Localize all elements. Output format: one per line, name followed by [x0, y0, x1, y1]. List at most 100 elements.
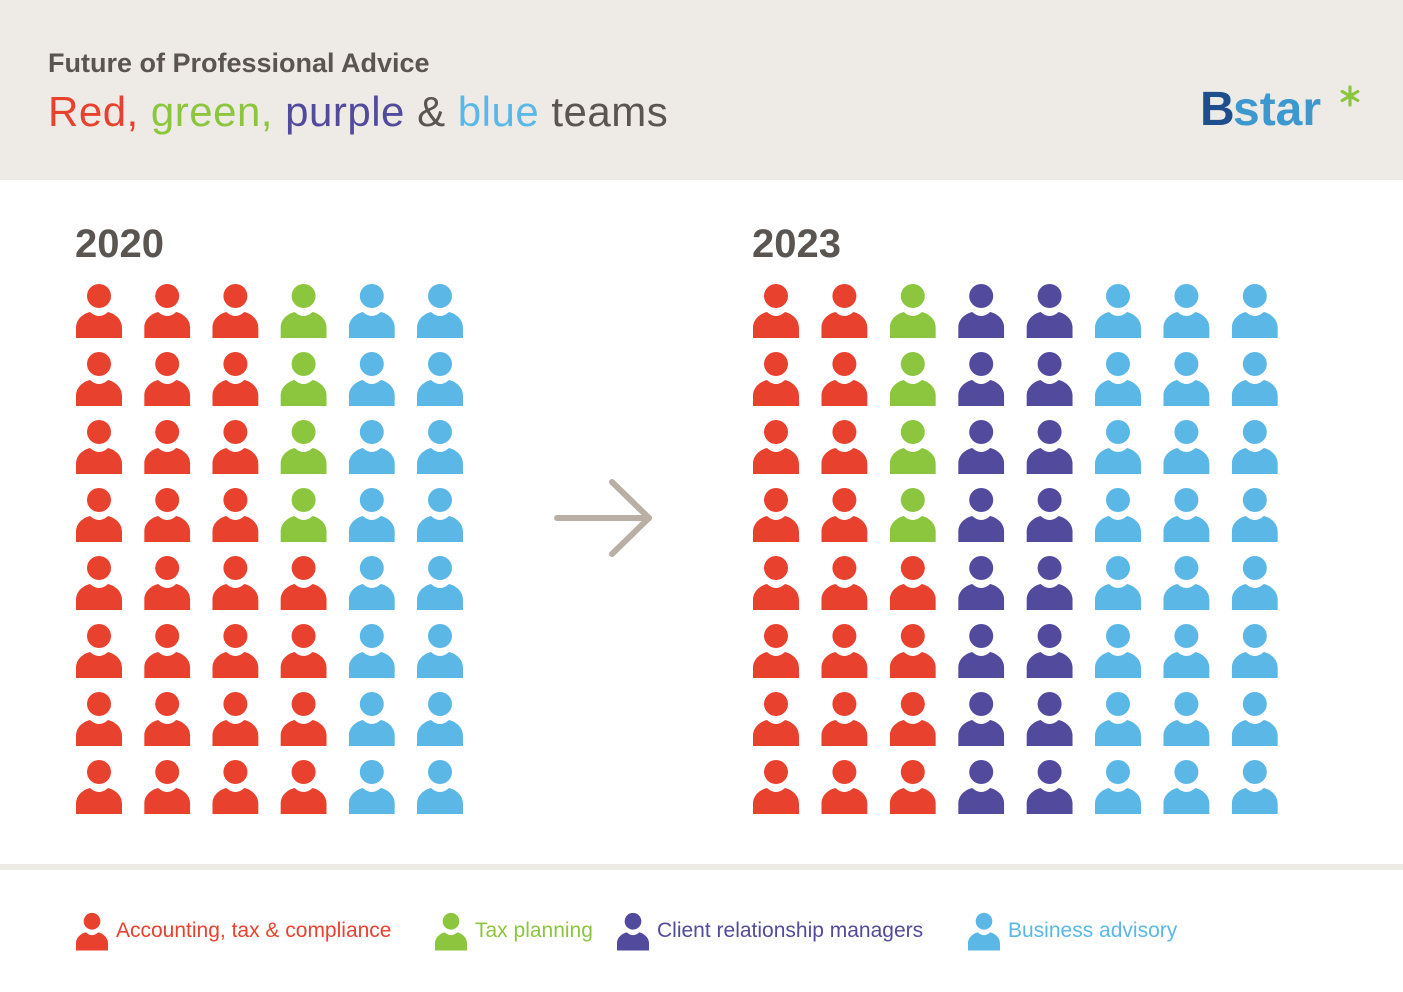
person-icon: [1095, 692, 1141, 746]
person-icon: [417, 352, 463, 406]
person-icon: [958, 760, 1005, 814]
person-icon: [348, 284, 395, 338]
person-icon: [1231, 488, 1278, 542]
person-icon: [889, 760, 936, 814]
person-icon: [821, 420, 868, 474]
person-icon: [417, 556, 463, 610]
person-icon: [889, 692, 936, 746]
person-icon: [1231, 352, 1278, 406]
person-icon: [753, 488, 799, 542]
legend-label-business-advisory: Business advisory: [1008, 919, 1178, 942]
person-icon: [1231, 556, 1278, 610]
legend-label-client-managers: Client relationship managers: [657, 919, 924, 942]
person-icon: [212, 760, 259, 814]
person-icon: [280, 692, 327, 746]
person-icon: [958, 352, 1005, 406]
person-icon: [889, 556, 936, 610]
person-icon: [1026, 488, 1073, 542]
person-icon: [1026, 420, 1073, 474]
grid-2020: [76, 284, 463, 814]
person-icon: [958, 420, 1005, 474]
person-icon: [1095, 488, 1141, 542]
title-amp: &: [417, 88, 446, 135]
person-icon: [958, 488, 1005, 542]
person-icon: [212, 420, 259, 474]
person-icon: [280, 284, 327, 338]
person-icon: [1231, 420, 1278, 474]
year-2020-label: 2020: [75, 222, 164, 266]
logo: B star: [1200, 82, 1370, 142]
person-icon: [617, 910, 649, 952]
grid-2023: [753, 284, 1278, 814]
person-icon: [1231, 760, 1278, 814]
person-icon: [76, 352, 122, 406]
person-icon: [1231, 692, 1278, 746]
person-icon: [821, 624, 868, 678]
person-icon: [417, 624, 463, 678]
logo-asterisk-icon: [1340, 85, 1360, 107]
arrow-right-icon: [554, 479, 652, 557]
person-icon: [821, 488, 868, 542]
person-icon: [958, 556, 1005, 610]
person-icon: [144, 352, 191, 406]
person-icon: [1095, 284, 1141, 338]
person-icon: [144, 692, 191, 746]
header: Future of Professional Advice Red, green…: [0, 0, 1403, 180]
person-icon: [1026, 556, 1073, 610]
person-icon: [1163, 624, 1210, 678]
person-icon: [348, 556, 395, 610]
person-icon: [417, 488, 463, 542]
person-icon: [76, 692, 122, 746]
person-icon: [144, 420, 191, 474]
person-icon: [1163, 692, 1210, 746]
person-icon: [1026, 760, 1073, 814]
person-icon: [1026, 624, 1073, 678]
person-icon: [753, 556, 799, 610]
person-icon: [958, 284, 1005, 338]
person-icon: [753, 420, 799, 474]
person-icon: [76, 420, 122, 474]
person-icon: [348, 352, 395, 406]
person-icon: [821, 760, 868, 814]
person-icon: [348, 488, 395, 542]
person-icon: [1163, 284, 1210, 338]
person-icon: [348, 692, 395, 746]
person-icon: [1163, 556, 1210, 610]
person-icon: [1026, 352, 1073, 406]
title-red: Red,: [48, 88, 139, 135]
person-icon: [1026, 284, 1073, 338]
person-icon: [280, 556, 327, 610]
divider: [0, 864, 1403, 870]
person-icon: [821, 556, 868, 610]
person-icon: [144, 556, 191, 610]
person-icon: [212, 284, 259, 338]
person-icon: [753, 624, 799, 678]
person-icon: [348, 624, 395, 678]
person-icon: [212, 692, 259, 746]
person-icon: [280, 352, 327, 406]
logo-star-text: star: [1233, 83, 1322, 136]
person-icon: [1163, 352, 1210, 406]
person-icon: [889, 488, 936, 542]
person-icon: [280, 624, 327, 678]
person-icon: [889, 284, 936, 338]
person-icon: [958, 692, 1005, 746]
person-icon: [417, 760, 463, 814]
person-icon: [1231, 624, 1278, 678]
kicker: Future of Professional Advice: [48, 48, 430, 78]
page-title: Red, green, purple & blue teams: [48, 88, 668, 136]
person-icon: [76, 488, 122, 542]
person-icon: [753, 760, 799, 814]
person-icon: [76, 910, 108, 952]
person-icon: [417, 420, 463, 474]
person-icon: [1231, 284, 1278, 338]
person-icon: [889, 420, 936, 474]
person-icon: [1095, 556, 1141, 610]
person-icon: [212, 352, 259, 406]
legend-label-tax-planning: Tax planning: [475, 919, 593, 942]
pictogram-chart: [76, 284, 1278, 814]
person-icon: [1095, 760, 1141, 814]
person-icon: [144, 284, 191, 338]
person-icon: [821, 284, 868, 338]
person-icon: [889, 624, 936, 678]
